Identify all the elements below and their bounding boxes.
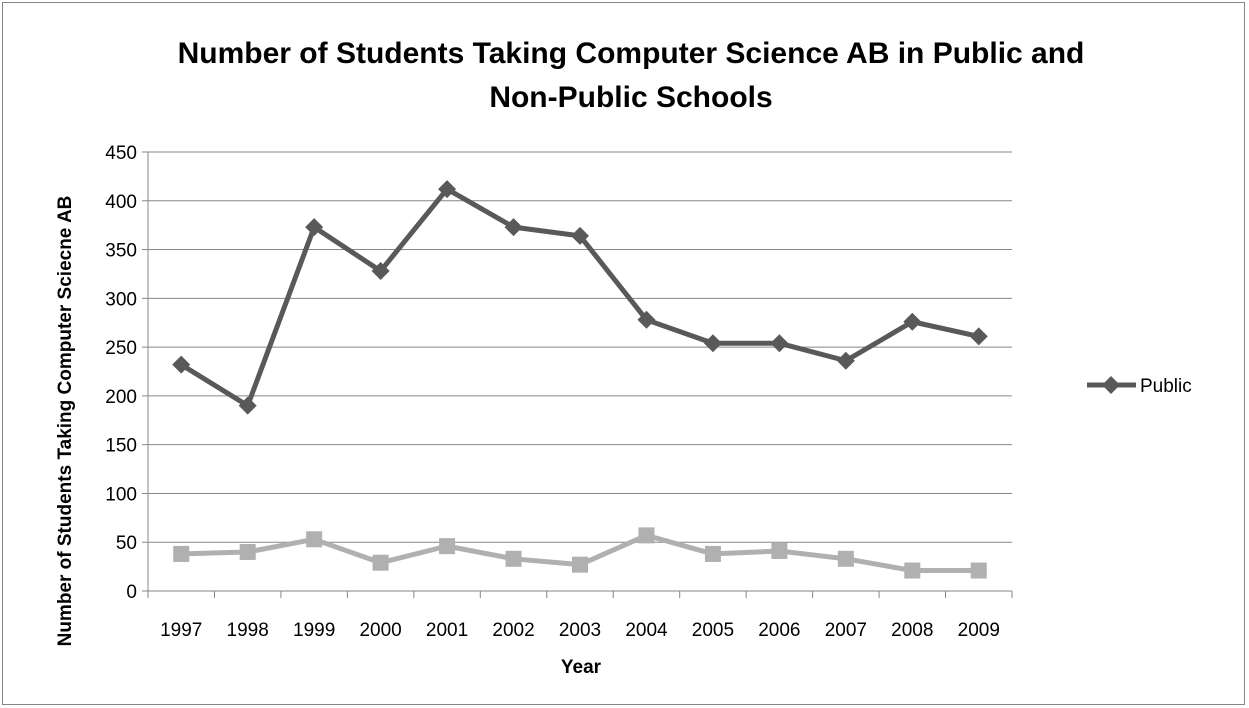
- x-tick-label: 2002: [492, 620, 534, 641]
- series-0: [172, 180, 988, 415]
- x-tick-label: 2000: [359, 620, 401, 641]
- data-point: [371, 262, 390, 281]
- data-point: [837, 550, 854, 567]
- y-tick-label: 300: [105, 289, 137, 310]
- x-tick-label: 2006: [758, 620, 800, 641]
- data-point: [638, 527, 655, 544]
- data-point: [504, 218, 523, 237]
- y-tick-label: 400: [105, 192, 137, 213]
- data-point: [505, 550, 522, 567]
- data-point: [969, 327, 988, 346]
- x-tick-label: 2001: [426, 620, 468, 641]
- data-point: [238, 396, 257, 415]
- data-point: [571, 226, 589, 245]
- data-point: [439, 538, 456, 555]
- y-axis-title: Number of Students Taking Computer Sciec…: [55, 196, 76, 647]
- legend: Public: [1087, 376, 1192, 397]
- data-point: [372, 554, 389, 571]
- x-axis-title: Year: [561, 657, 602, 678]
- data-point: [704, 545, 721, 562]
- data-point: [970, 562, 987, 579]
- x-tick-label: 1997: [160, 620, 202, 641]
- y-tick-label: 50: [116, 533, 137, 554]
- data-point: [305, 218, 324, 237]
- data-point: [572, 556, 588, 573]
- data-point: [172, 355, 191, 374]
- x-tick-label: 2007: [825, 620, 867, 641]
- series-line: [179, 186, 980, 409]
- x-tick-label: 1999: [293, 620, 335, 641]
- x-tick-label: 2003: [559, 620, 601, 641]
- data-point: [903, 312, 922, 331]
- series-lines: [172, 180, 988, 579]
- chart-title-line-2: Non-Public Schools: [489, 81, 772, 114]
- y-tick-label: 250: [105, 338, 137, 359]
- data-point: [438, 180, 457, 199]
- data-point: [771, 543, 788, 560]
- x-tick-label: 2004: [625, 620, 668, 641]
- y-tick-label: 350: [105, 241, 137, 262]
- y-tick-label: 0: [126, 582, 137, 603]
- axes: [142, 151, 1013, 598]
- data-point: [637, 310, 656, 329]
- data-point: [770, 334, 789, 353]
- data-point: [703, 334, 722, 353]
- data-point: [173, 545, 190, 562]
- legend-label: Public: [1140, 376, 1192, 397]
- x-tick-label: 2009: [958, 620, 1000, 641]
- data-point: [904, 562, 921, 579]
- x-tick-label: 2005: [692, 620, 734, 641]
- y-tick-label: 100: [105, 484, 137, 505]
- data-point: [239, 543, 256, 560]
- gridlines: [148, 151, 1012, 543]
- data-point: [306, 531, 323, 548]
- data-point: [836, 351, 855, 370]
- y-tick-label: 450: [105, 143, 137, 164]
- legend-marker: [1102, 376, 1120, 394]
- y-tick-label: 150: [105, 436, 137, 457]
- x-tick-label: 2008: [891, 620, 933, 641]
- x-tick-label: 1998: [227, 620, 269, 641]
- y-tick-label: 200: [105, 387, 137, 408]
- y-tick-labels: 0 50 100 150 200 250 300 350 400 450: [105, 143, 137, 603]
- x-tick-labels: 1997 1998 1999 2000 2001 2002 2003 2004 2005 2006…: [160, 620, 1000, 641]
- chart-title-line-1: Number of Students Taking Computer Scien…: [178, 37, 1085, 70]
- line-chart: Number of Students Taking Computer Scien…: [55, 37, 1192, 678]
- series-1: [173, 527, 987, 579]
